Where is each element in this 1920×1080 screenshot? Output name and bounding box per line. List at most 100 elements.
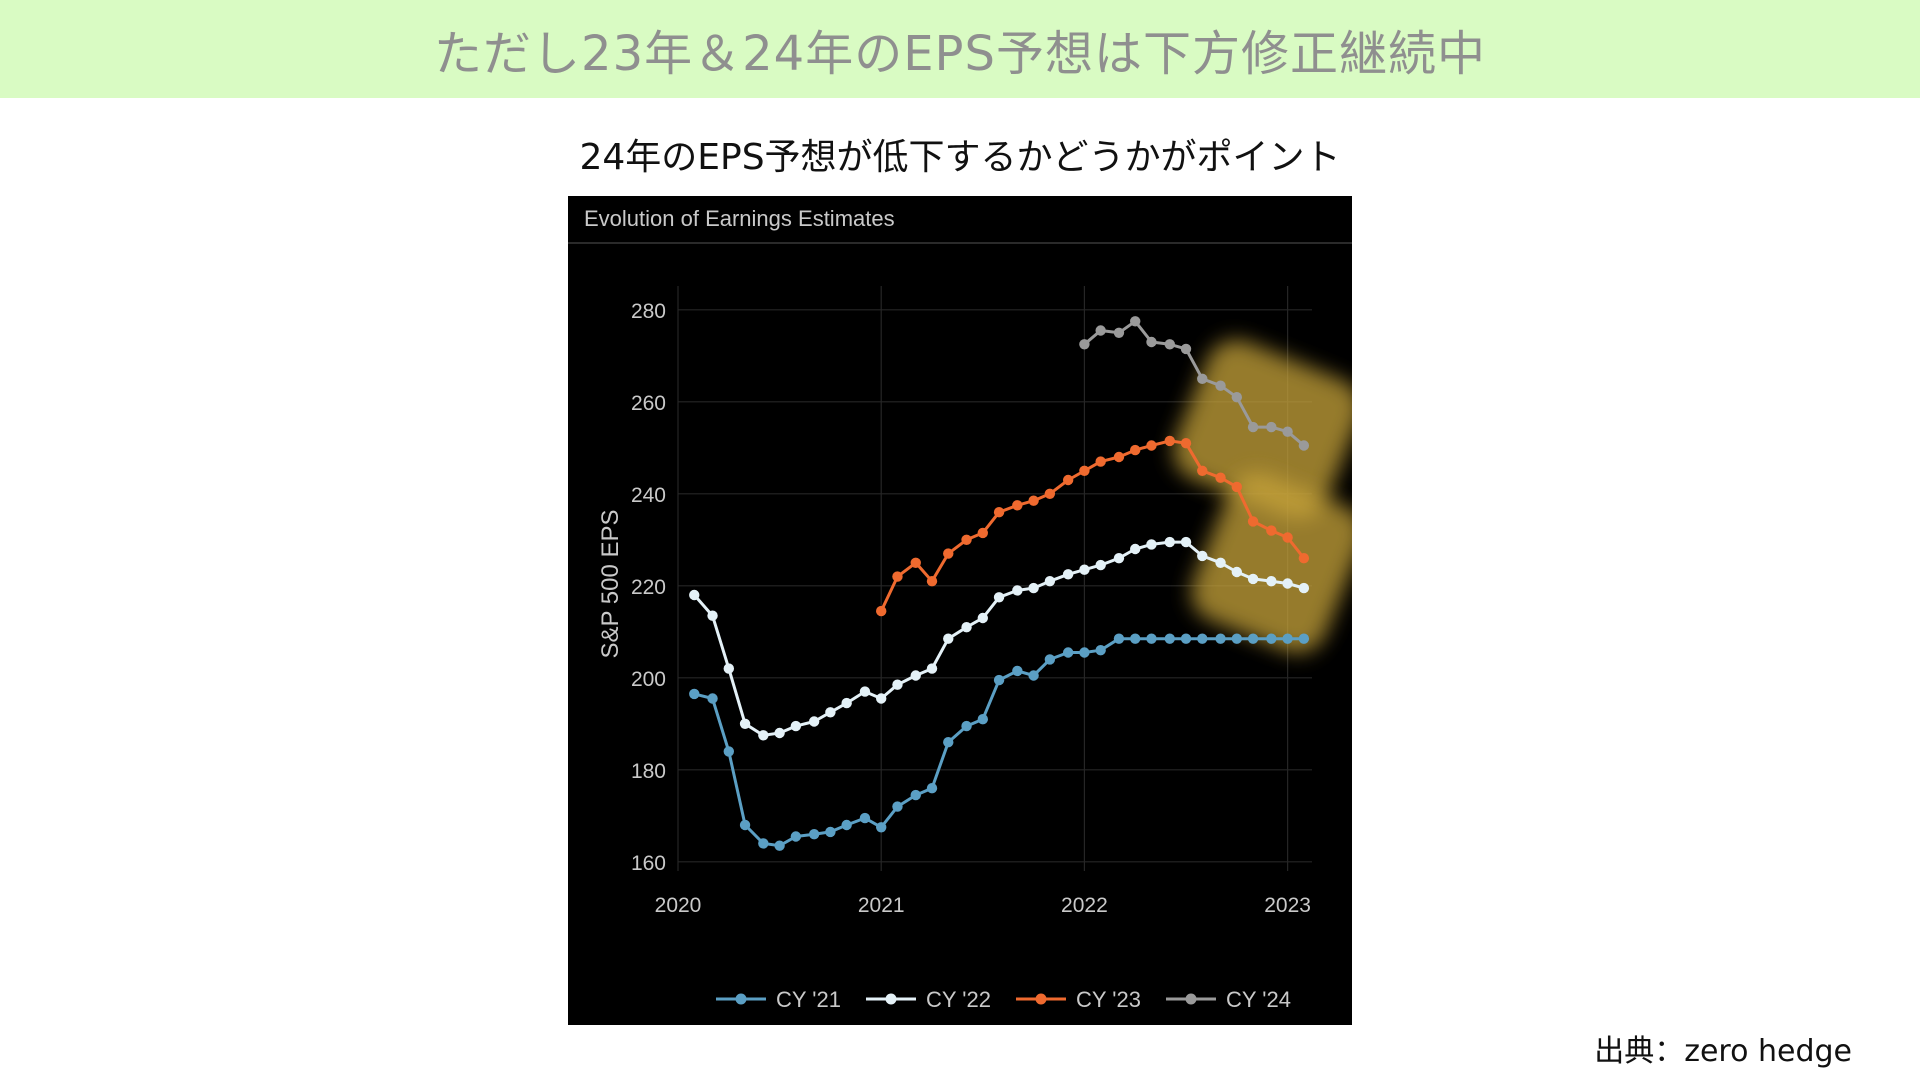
data-point <box>1012 665 1023 677</box>
data-point <box>739 718 751 729</box>
data-point <box>1247 421 1259 433</box>
legend-item: CY '23 <box>1016 987 1141 1012</box>
data-point <box>1180 536 1192 548</box>
data-point <box>1079 465 1090 476</box>
data-point <box>943 737 954 748</box>
data-point <box>1130 633 1141 644</box>
data-point <box>1079 647 1090 658</box>
data-point <box>1146 336 1157 348</box>
legend: CY '21 CY '22 CY '23 CY '24 <box>716 987 1291 1012</box>
data-point <box>1012 585 1023 596</box>
data-point <box>1044 654 1056 665</box>
data-point <box>1113 633 1125 644</box>
data-point <box>1130 444 1141 456</box>
data-point <box>1028 582 1039 594</box>
data-point <box>876 693 887 704</box>
y-tick-label: 220 <box>631 576 666 599</box>
data-point <box>1298 553 1310 564</box>
y-tick-label: 240 <box>631 484 666 507</box>
data-point <box>1197 633 1208 644</box>
data-point <box>1113 451 1125 463</box>
axis-labels: 160 180 200 220 240 260 280 2020 2021 2022 2023 <box>631 300 1311 917</box>
data-point <box>1282 578 1293 589</box>
series-layer <box>689 316 1310 851</box>
data-point <box>1215 633 1226 644</box>
data-point <box>1164 633 1175 644</box>
data-point <box>961 622 972 633</box>
data-point <box>1113 327 1125 338</box>
data-point <box>689 589 700 601</box>
data-point <box>1282 426 1293 437</box>
data-point <box>961 720 972 732</box>
data-point <box>1215 380 1226 391</box>
data-point <box>910 670 921 681</box>
data-point <box>1028 495 1039 506</box>
data-point <box>1164 339 1175 350</box>
highlight-cy23 <box>1191 472 1352 653</box>
y-tick-label: 260 <box>631 392 666 415</box>
data-point <box>876 822 887 833</box>
data-point <box>1247 516 1259 527</box>
data-point <box>892 679 903 690</box>
header-banner: ただし23年＆24年のEPS予想は下方修正継続中 <box>0 0 1920 98</box>
data-point <box>977 527 989 539</box>
series-1 <box>689 536 1310 741</box>
data-point <box>1197 373 1208 384</box>
data-point <box>841 819 852 831</box>
data-point <box>825 826 836 838</box>
data-point <box>1180 343 1192 355</box>
x-tick-label: 2023 <box>1264 894 1311 917</box>
data-point <box>808 829 820 840</box>
x-tick-label: 2022 <box>1061 894 1108 917</box>
data-point <box>859 812 871 824</box>
data-point <box>1215 472 1226 483</box>
series-0 <box>689 633 1310 851</box>
data-point <box>1266 421 1277 433</box>
data-point <box>774 727 785 739</box>
data-point <box>1079 564 1090 575</box>
data-point <box>808 716 820 727</box>
source-credit: 出典：zero hedge <box>1594 1034 1852 1069</box>
data-point <box>1231 633 1243 644</box>
data-point <box>993 592 1005 603</box>
data-point <box>1282 532 1293 543</box>
data-point <box>926 663 938 674</box>
data-point <box>1095 325 1106 336</box>
highlight-marks <box>1173 339 1352 653</box>
data-point <box>1079 339 1090 350</box>
y-tick-label: 180 <box>631 760 666 783</box>
data-point <box>1062 474 1074 486</box>
data-point <box>1282 633 1293 644</box>
y-tick-label: 200 <box>631 668 666 691</box>
legend-label: CY '24 <box>1226 987 1291 1012</box>
data-point <box>1113 553 1125 564</box>
data-point <box>1130 316 1141 327</box>
data-point <box>1146 440 1157 451</box>
legend-label: CY '23 <box>1076 987 1141 1012</box>
slide-subtitle: 24年のEPS予想が低下するかどうかがポイント <box>579 137 1341 178</box>
data-point <box>892 571 903 582</box>
legend-item: CY '22 <box>866 987 991 1012</box>
data-point <box>926 783 938 794</box>
data-point <box>943 633 954 644</box>
legend-item: CY '24 <box>1166 987 1291 1012</box>
legend-swatch-marker <box>735 993 747 1005</box>
data-point <box>1266 576 1277 587</box>
data-point <box>707 610 718 621</box>
data-point <box>1231 566 1243 578</box>
data-point <box>910 789 921 801</box>
data-point <box>1247 573 1259 585</box>
y-tick-label: 160 <box>631 852 666 875</box>
data-point <box>841 697 852 709</box>
legend-label: CY '21 <box>776 987 841 1012</box>
data-point <box>1044 576 1056 587</box>
data-point <box>689 688 700 700</box>
data-point <box>1247 633 1259 644</box>
data-point <box>1095 456 1106 467</box>
y-tick-label: 280 <box>631 300 666 323</box>
data-point <box>993 507 1005 518</box>
data-point <box>1146 633 1157 644</box>
data-point <box>1180 633 1192 644</box>
legend-swatch-marker <box>1035 993 1047 1005</box>
data-point <box>723 663 735 674</box>
